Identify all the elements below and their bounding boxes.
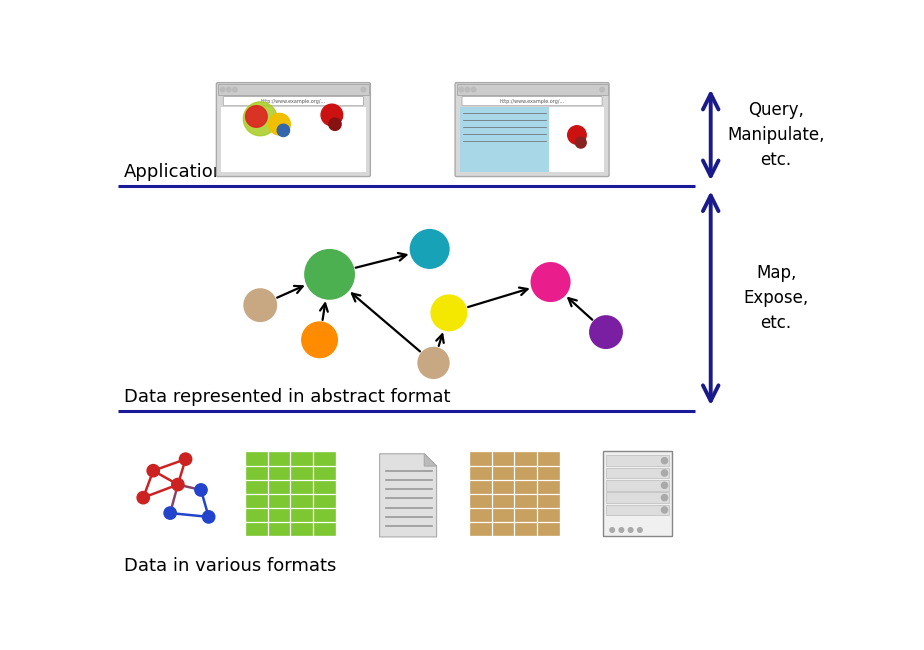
- Circle shape: [600, 87, 604, 92]
- Circle shape: [471, 87, 476, 92]
- Circle shape: [164, 507, 176, 519]
- Circle shape: [243, 102, 277, 136]
- Circle shape: [662, 482, 667, 488]
- Circle shape: [590, 315, 623, 349]
- Circle shape: [246, 106, 267, 127]
- Text: Map,
Expose,
etc.: Map, Expose, etc.: [744, 264, 808, 332]
- Circle shape: [361, 87, 366, 92]
- Circle shape: [628, 528, 633, 532]
- Polygon shape: [424, 454, 437, 466]
- Circle shape: [243, 288, 277, 322]
- Text: Data in various formats: Data in various formats: [124, 558, 336, 575]
- Circle shape: [619, 528, 624, 532]
- Bar: [218, 84, 369, 95]
- Circle shape: [322, 104, 343, 125]
- Bar: [606, 455, 669, 466]
- Circle shape: [301, 321, 338, 358]
- Circle shape: [147, 465, 160, 477]
- Circle shape: [409, 229, 450, 269]
- Circle shape: [137, 491, 150, 504]
- FancyBboxPatch shape: [216, 83, 371, 177]
- Circle shape: [172, 478, 184, 491]
- Polygon shape: [380, 454, 437, 537]
- Circle shape: [530, 262, 570, 302]
- Bar: [245, 452, 335, 536]
- Circle shape: [662, 470, 667, 476]
- Circle shape: [662, 495, 667, 501]
- Text: Applications: Applications: [124, 163, 235, 181]
- Text: Data represented in abstract format: Data represented in abstract format: [124, 388, 451, 406]
- Circle shape: [179, 453, 192, 465]
- Circle shape: [329, 118, 341, 131]
- Circle shape: [304, 249, 355, 300]
- Circle shape: [418, 346, 450, 379]
- Circle shape: [269, 113, 290, 135]
- Circle shape: [226, 87, 231, 92]
- Bar: [603, 452, 673, 536]
- Circle shape: [638, 528, 642, 532]
- Circle shape: [662, 458, 667, 463]
- FancyBboxPatch shape: [224, 96, 363, 106]
- Circle shape: [431, 294, 468, 332]
- Circle shape: [567, 125, 586, 144]
- Circle shape: [465, 87, 469, 92]
- Circle shape: [610, 528, 614, 532]
- Circle shape: [662, 507, 667, 513]
- Circle shape: [576, 137, 586, 148]
- Circle shape: [202, 511, 215, 523]
- Bar: [221, 107, 366, 172]
- Bar: [460, 107, 550, 172]
- Circle shape: [277, 124, 289, 136]
- FancyBboxPatch shape: [455, 83, 609, 177]
- Text: http://www.example.org/...: http://www.example.org/...: [261, 99, 326, 103]
- Text: http://www.example.org/...: http://www.example.org/...: [500, 99, 565, 103]
- Bar: [606, 467, 669, 478]
- Text: Query,
Manipulate,
etc.: Query, Manipulate, etc.: [727, 101, 825, 169]
- Circle shape: [233, 87, 237, 92]
- Bar: [460, 107, 604, 172]
- Circle shape: [459, 87, 464, 92]
- Bar: [606, 480, 669, 491]
- Circle shape: [195, 484, 207, 496]
- Bar: [469, 452, 560, 536]
- Bar: [456, 84, 608, 95]
- Circle shape: [220, 87, 225, 92]
- Bar: [606, 492, 669, 503]
- Bar: [606, 504, 669, 515]
- FancyBboxPatch shape: [462, 96, 602, 106]
